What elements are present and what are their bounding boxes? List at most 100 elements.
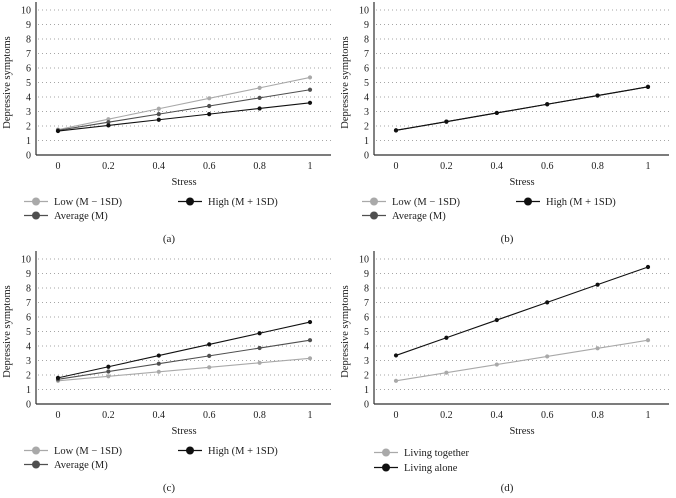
data-point-marker [257,106,262,111]
y-tick-label: 1 [364,136,369,147]
x-tick-label: 0.4 [153,410,166,421]
legend-label: High (M + 1SD) [208,446,278,457]
data-point-marker [645,264,651,270]
data-point-marker [393,128,399,133]
chart-b: 0 1 2 3 4 5 6 7 8 9 10 0 0.2 0.4 0.6 0.8 1 Stress Depressi… [340,2,669,245]
x-tick-label: 0.2 [440,410,453,421]
data-point-marker [307,356,313,361]
y-tick-label: 3 [364,356,369,367]
y-tick-label: 2 [364,371,369,382]
x-tick-label: 0.8 [591,410,604,421]
data-point-marker [595,282,600,287]
legend-marker-dot [524,197,532,206]
data-point-marker [257,345,262,351]
legend-marker-dot [32,211,40,220]
y-tick-label: 9 [26,20,31,31]
legend-marker-dot [32,446,40,455]
y-tick-label: 10 [21,6,31,17]
data-point-marker [307,75,313,80]
data-point-marker [156,369,161,374]
legend-label: Average (M) [392,211,446,222]
data-point-marker [156,106,161,111]
legend-marker-dot [382,463,390,472]
legend-label: Low (M − 1SD) [54,446,123,457]
chart-a: 0 1 2 3 4 5 6 7 8 9 10 0 0.2 0.4 0.6 0.8 1 Stress Depressi… [2,2,331,245]
data-point-marker [207,365,212,370]
y-tick-label: 9 [26,269,31,280]
y-tick-label: 1 [364,385,369,396]
y-tick-label: 10 [21,255,31,266]
y-tick-label: 8 [364,35,369,46]
x-tick-label: 0.6 [203,410,216,421]
y-tick-label: 6 [26,64,31,75]
legend-label: Living together [404,448,470,459]
y-tick-label: 1 [26,136,31,147]
x-tick-label: 0.6 [203,161,216,172]
data-point-marker [444,370,449,375]
x-tick-label: 1 [646,161,651,172]
y-tick-label: 8 [26,35,31,46]
data-point-marker [106,117,111,122]
data-point-marker [393,378,399,383]
data-point-marker [494,110,499,116]
data-point-marker [307,338,313,343]
y-tick-label: 2 [364,122,369,133]
legend-marker-dot [370,197,378,206]
legend-label: High (M + 1SD) [208,197,278,208]
y-axis-title: Depressive symptoms [2,285,13,377]
x-tick-label: 0 [394,161,399,172]
data-point-marker [444,335,449,340]
panel-caption: (c) [163,482,176,494]
x-tick-label: 0.8 [253,161,266,172]
data-point-marker [257,85,262,90]
y-tick-label: 0 [26,400,31,411]
y-tick-label: 4 [364,342,369,353]
series-line [395,86,649,131]
data-point-marker [207,342,212,347]
data-point-marker [156,112,161,117]
data-point-marker [207,103,212,109]
panel-caption: (d) [501,482,514,494]
y-tick-label: 7 [26,49,31,60]
y-tick-label: 7 [26,298,31,309]
data-point-marker [257,331,262,336]
series-line [57,89,311,131]
legend-marker-dot [32,197,40,206]
x-tick-label: 0.6 [541,161,554,172]
x-tick-label: 1 [646,410,651,421]
data-point-marker [307,87,313,92]
y-tick-label: 5 [364,78,369,89]
legend-marker-dot [186,446,194,455]
x-axis-title: Stress [171,426,196,437]
x-tick-label: 0.4 [491,161,504,172]
y-tick-label: 0 [26,151,31,162]
data-point-marker [494,317,499,323]
y-tick-label: 5 [26,78,31,89]
series-line [395,339,649,382]
x-tick-label: 0.4 [153,161,166,172]
series-line [57,357,311,382]
data-point-marker [307,319,313,325]
y-tick-label: 7 [364,298,369,309]
x-tick-label: 0.4 [491,410,504,421]
y-tick-label: 6 [364,313,369,324]
y-tick-label: 1 [26,385,31,396]
legend-label: Low (M − 1SD) [54,197,123,208]
data-point-marker [106,120,111,125]
x-tick-label: 0.2 [102,410,115,421]
chart-d: 0 1 2 3 4 5 6 7 8 9 10 0 0.2 0.4 0.6 0.8 1 Stress Depressi… [340,251,669,494]
data-point-marker [207,96,212,101]
y-tick-label: 6 [26,313,31,324]
data-point-marker [106,374,111,379]
y-tick-label: 8 [26,284,31,295]
data-point-marker [645,338,651,343]
panel-b: 0 1 2 3 4 5 6 7 8 9 10 0 0.2 0.4 0.6 0.8 1 Stress Depressi… [338,0,676,249]
data-point-marker [106,364,111,369]
data-point-marker [545,102,550,107]
data-point-marker [545,300,550,305]
y-tick-label: 5 [364,327,369,338]
legend-marker-dot [186,197,194,206]
data-point-marker [595,346,600,351]
series-line [57,102,311,132]
